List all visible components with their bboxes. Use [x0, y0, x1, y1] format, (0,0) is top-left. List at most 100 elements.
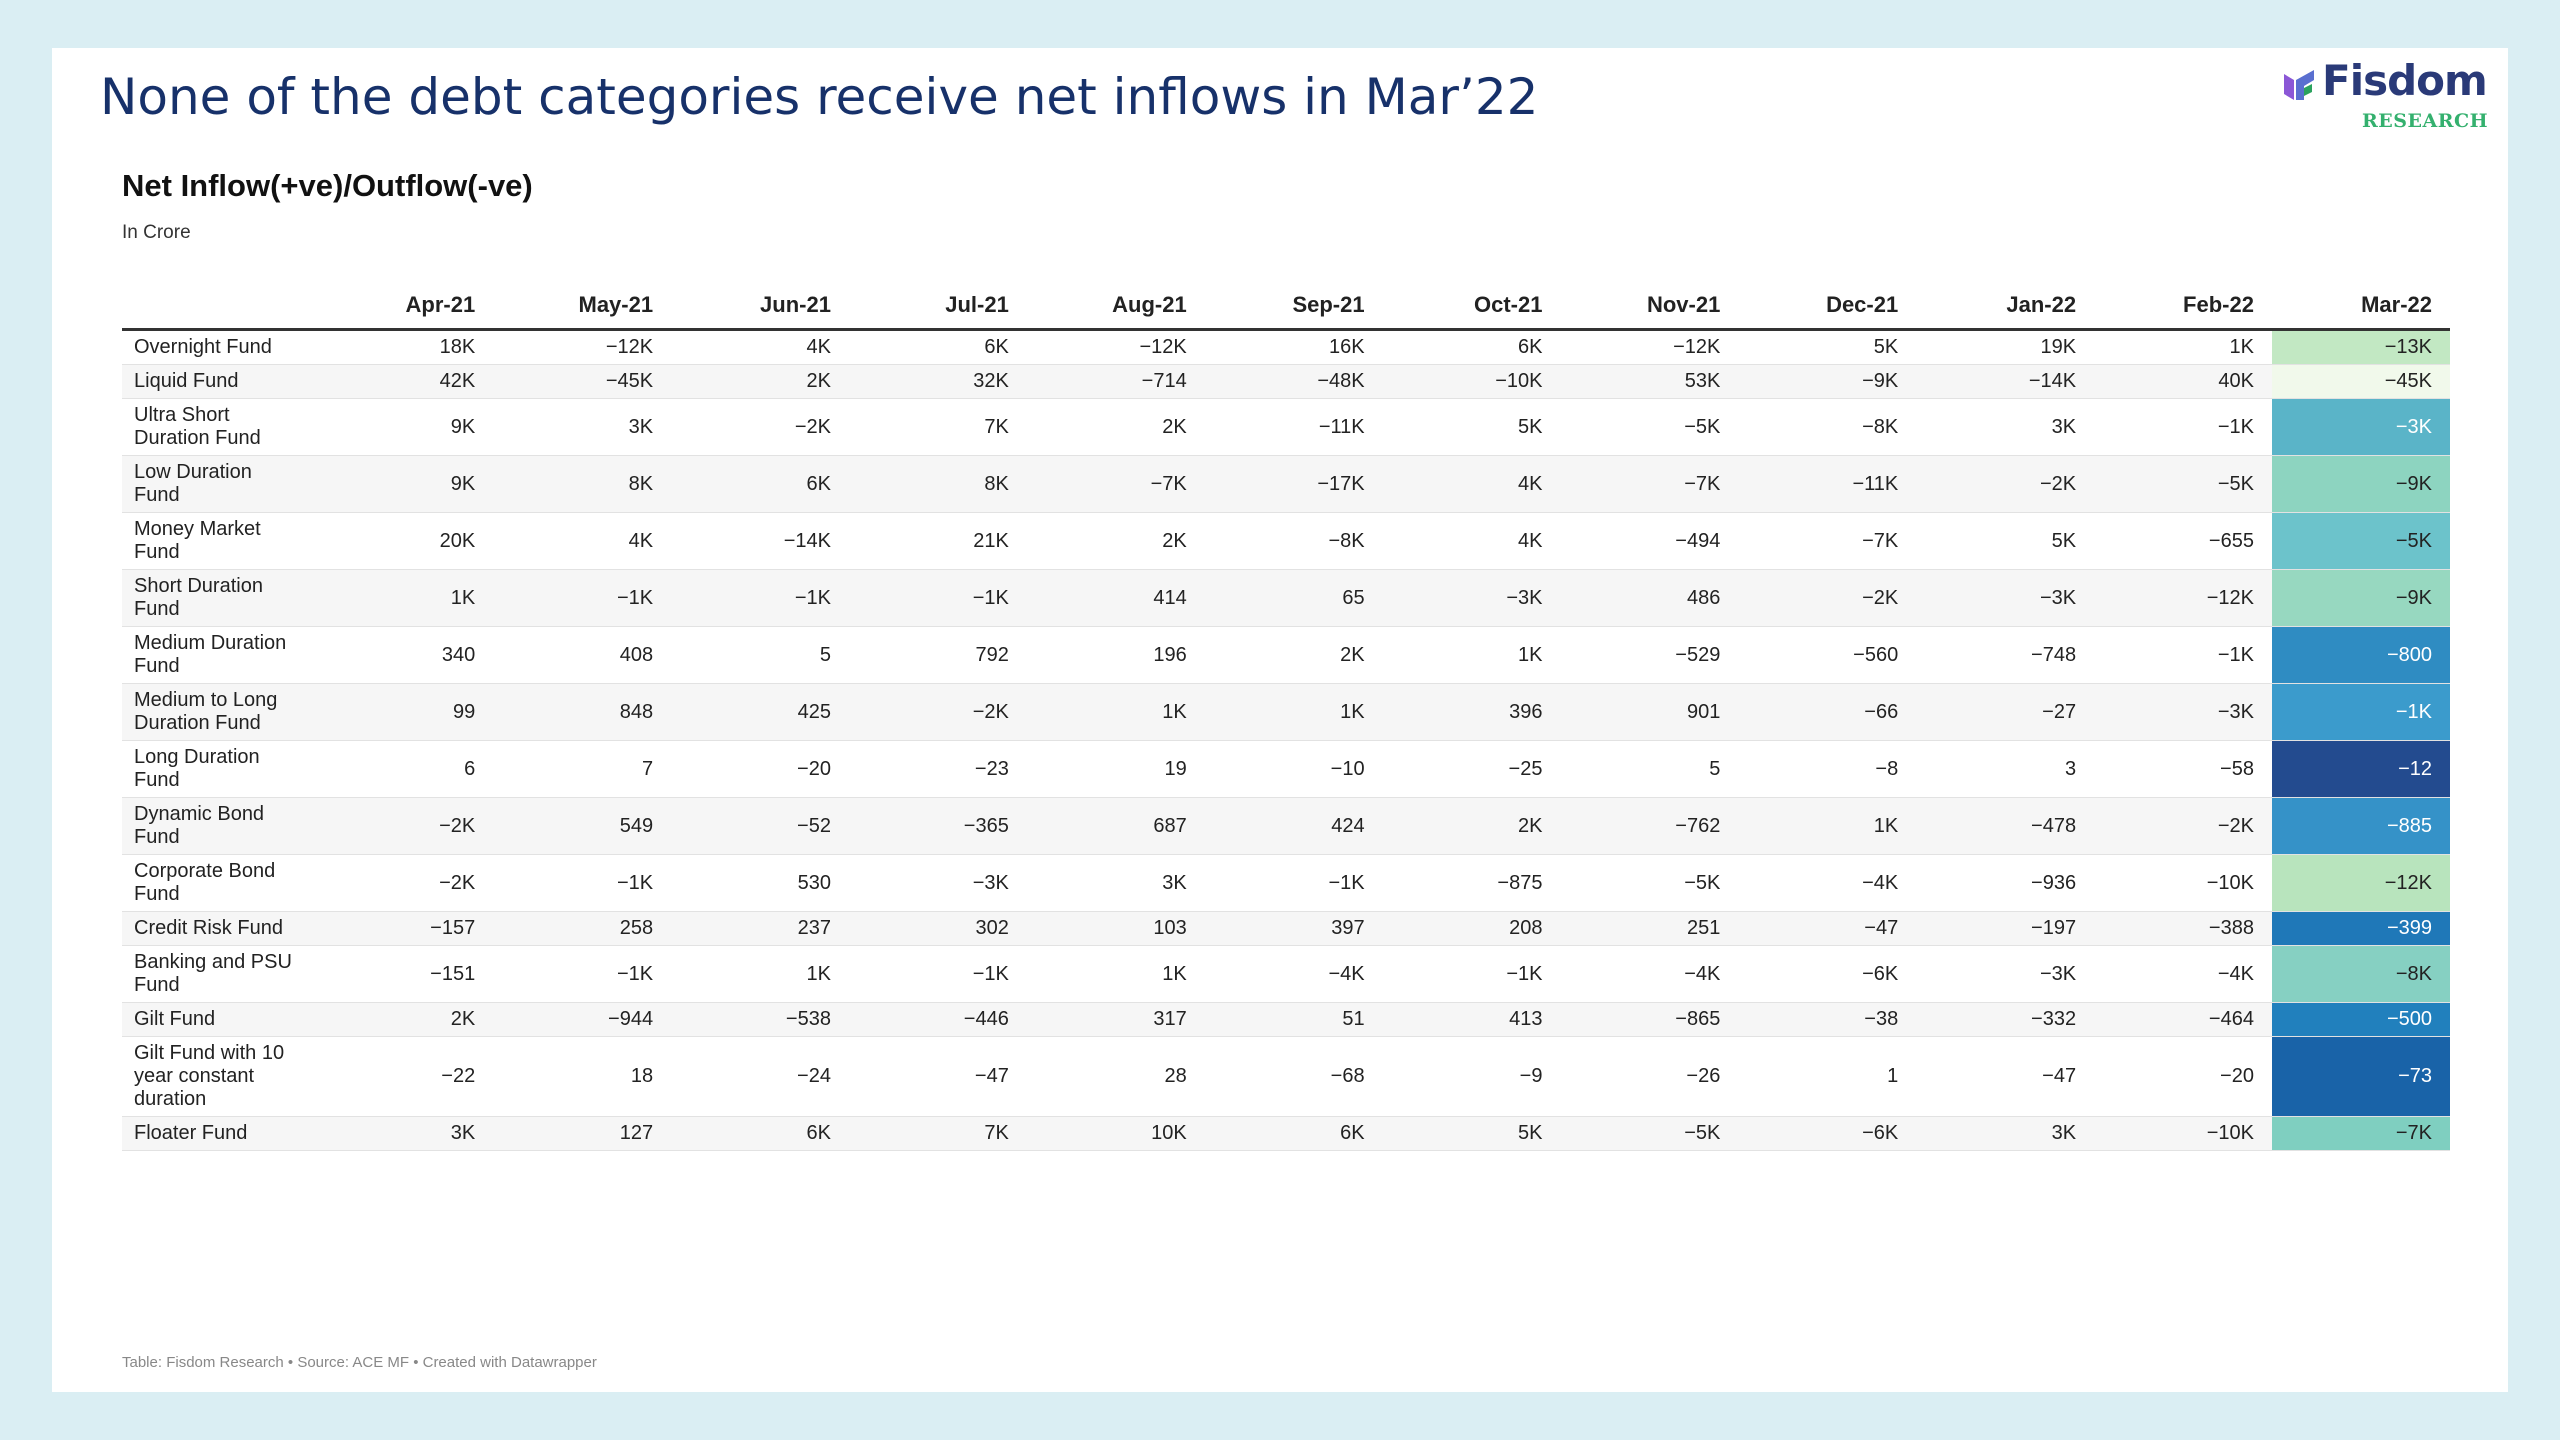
row-label: Long Duration Fund	[122, 740, 316, 798]
cell-apr-21: 340	[315, 626, 494, 684]
cell-nov-21: −4K	[1560, 945, 1739, 1003]
cell-jun-21: 530	[671, 854, 849, 912]
cell-nov-21: −865	[1560, 1002, 1739, 1037]
cell-apr-21: 42K	[315, 364, 494, 399]
row-label: Liquid Fund	[122, 364, 316, 399]
column-header-apr-21: Apr-21	[315, 276, 494, 331]
cell-sep-21: 6K	[1204, 1116, 1383, 1151]
table-row: Corporate Bond Fund −2K −1K 530 −3K 3K −1K −875…	[122, 854, 2450, 912]
source-footer: Table: Fisdom Research • Source: ACE MF …	[122, 1354, 597, 1371]
cell-oct-21: 413	[1382, 1002, 1561, 1037]
column-header-mar-22: Mar-22	[2271, 276, 2450, 331]
cell-aug-21: 3K	[1026, 854, 1205, 912]
cell-jan-22: 5K	[1916, 512, 2095, 570]
cell-oct-21: 6K	[1382, 329, 1561, 365]
cell-apr-21: 6	[315, 740, 494, 798]
fisdom-logo: Fisdom RESEARCH	[2280, 56, 2488, 164]
cell-jul-21: −47	[848, 1036, 1027, 1117]
cell-dec-21: −9K	[1738, 364, 1917, 399]
cell-oct-21: 4K	[1382, 512, 1561, 570]
cell-sep-21: −48K	[1204, 364, 1383, 399]
chart-title: Net Inflow(+ve)/Outflow(-ve)	[122, 168, 533, 203]
table-row: Overnight Fund 18K −12K 4K 6K −12K 16K 6K −12K 5K…	[122, 329, 2450, 365]
cell-mar-22: −5K	[2271, 512, 2450, 570]
column-header-nov-21: Nov-21	[1560, 276, 1739, 331]
cell-may-21: −1K	[493, 945, 672, 1003]
cell-jun-21: −52	[671, 797, 849, 855]
cell-jun-21: −20	[671, 740, 849, 798]
cell-apr-21: 2K	[315, 1002, 494, 1037]
cell-oct-21: −3K	[1382, 569, 1561, 627]
cell-dec-21: −560	[1738, 626, 1917, 684]
cell-jul-21: −365	[848, 797, 1027, 855]
cell-apr-21: 18K	[315, 329, 494, 365]
cell-jul-21: −446	[848, 1002, 1027, 1037]
cell-dec-21: −38	[1738, 1002, 1917, 1037]
cell-jun-21: 4K	[671, 329, 849, 365]
cell-jan-22: −197	[1916, 911, 2095, 946]
cell-jan-22: −27	[1916, 683, 2095, 741]
cell-jul-21: 6K	[848, 329, 1027, 365]
cell-apr-21: 20K	[315, 512, 494, 570]
cell-jan-22: −478	[1916, 797, 2095, 855]
cell-mar-22: −45K	[2271, 364, 2450, 399]
row-label: Gilt Fund with 10 year constant duration	[122, 1036, 316, 1117]
cell-sep-21: 16K	[1204, 329, 1383, 365]
row-label: Credit Risk Fund	[122, 911, 316, 946]
cell-jun-21: −14K	[671, 512, 849, 570]
cell-apr-21: −22	[315, 1036, 494, 1117]
cell-feb-22: −12K	[2094, 569, 2272, 627]
cell-may-21: −1K	[493, 854, 672, 912]
table-row: Low Duration Fund 9K 8K 6K 8K −7K −17K 4K −7K −11…	[122, 455, 2450, 513]
fisdom-logo-mark-icon	[2284, 70, 2314, 100]
column-header-sep-21: Sep-21	[1204, 276, 1383, 331]
cell-dec-21: −4K	[1738, 854, 1917, 912]
cell-jun-21: −2K	[671, 398, 849, 456]
table-row: Long Duration Fund 6 7 −20 −23 19 −10 −25 5 −8 3 −5…	[122, 740, 2450, 798]
table-row: Money Market Fund 20K 4K −14K 21K 2K −8K 4K −494…	[122, 512, 2450, 570]
cell-feb-22: −5K	[2094, 455, 2272, 513]
cell-oct-21: 5K	[1382, 398, 1561, 456]
cell-sep-21: 424	[1204, 797, 1383, 855]
table-row: Credit Risk Fund −157 258 237 302 103 397 208 25…	[122, 911, 2450, 946]
cell-mar-22: −500	[2271, 1002, 2450, 1037]
cell-aug-21: 103	[1026, 911, 1205, 946]
cell-nov-21: −5K	[1560, 854, 1739, 912]
cell-sep-21: −68	[1204, 1036, 1383, 1117]
row-label: Dynamic Bond Fund	[122, 797, 316, 855]
cell-sep-21: −10	[1204, 740, 1383, 798]
cell-apr-21: 99	[315, 683, 494, 741]
cell-jan-22: −3K	[1916, 945, 2095, 1003]
cell-jan-22: −47	[1916, 1036, 2095, 1117]
cell-may-21: 7	[493, 740, 672, 798]
cell-may-21: 848	[493, 683, 672, 741]
cell-apr-21: 3K	[315, 1116, 494, 1151]
cell-sep-21: −17K	[1204, 455, 1383, 513]
cell-jun-21: 425	[671, 683, 849, 741]
cell-may-21: −1K	[493, 569, 672, 627]
cell-feb-22: −464	[2094, 1002, 2272, 1037]
cell-oct-21: −1K	[1382, 945, 1561, 1003]
cell-mar-22: −9K	[2271, 569, 2450, 627]
row-label: Corporate Bond Fund	[122, 854, 316, 912]
cell-apr-21: 9K	[315, 398, 494, 456]
cell-jun-21: 6K	[671, 455, 849, 513]
cell-jan-22: −3K	[1916, 569, 2095, 627]
cell-jul-21: 8K	[848, 455, 1027, 513]
category-column-header	[122, 276, 316, 331]
cell-apr-21: 1K	[315, 569, 494, 627]
cell-sep-21: 1K	[1204, 683, 1383, 741]
page-headline: None of the debt categories receive net …	[100, 68, 1539, 126]
cell-feb-22: −4K	[2094, 945, 2272, 1003]
cell-dec-21: −8K	[1738, 398, 1917, 456]
column-header-dec-21: Dec-21	[1738, 276, 1917, 331]
logo-subtitle: RESEARCH	[2362, 110, 2489, 132]
cell-feb-22: −58	[2094, 740, 2272, 798]
cell-aug-21: 2K	[1026, 512, 1205, 570]
table-row: Banking and PSU Fund −151 −1K 1K −1K 1K −4K −1K…	[122, 945, 2450, 1003]
table-header-row: Apr-21 May-21 Jun-21 Jul-21 Aug-21 Sep-21 Oct-…	[122, 276, 2450, 331]
cell-dec-21: −66	[1738, 683, 1917, 741]
cell-oct-21: −25	[1382, 740, 1561, 798]
cell-aug-21: −7K	[1026, 455, 1205, 513]
cell-nov-21: −12K	[1560, 329, 1739, 365]
